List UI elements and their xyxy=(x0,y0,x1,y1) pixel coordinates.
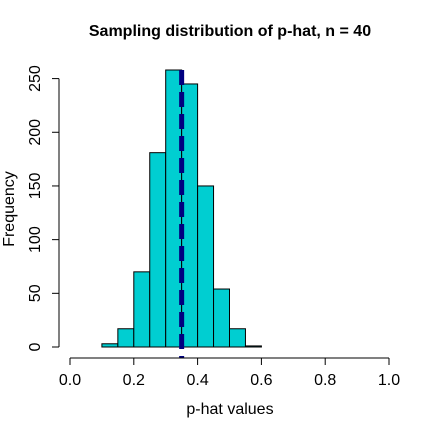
histogram-bar-8 xyxy=(229,328,246,348)
y-axis: 0 50 100 150 200 250 xyxy=(27,65,60,351)
y-tick-label-4: 200 xyxy=(27,119,44,146)
chart-title: Sampling distribution of p-hat, n = 40 xyxy=(89,23,371,40)
x-tick-label-4: 0.8 xyxy=(314,372,336,389)
y-tick-label-1: 50 xyxy=(27,284,44,302)
histogram-bar-1 xyxy=(117,328,135,348)
y-tick-label-0: 0 xyxy=(27,342,44,351)
y-tick-label-3: 150 xyxy=(27,173,44,200)
x-tick-label-5: 1.0 xyxy=(378,372,400,389)
x-tick-label-1: 0.2 xyxy=(123,372,145,389)
y-tick-label-5: 250 xyxy=(27,65,44,92)
histogram-bar-9 xyxy=(244,345,262,348)
y-axis-label: Frequency xyxy=(1,171,18,247)
x-tick-label-2: 0.4 xyxy=(186,372,208,389)
x-axis-label: p-hat values xyxy=(186,401,273,418)
x-tick-label-3: 0.6 xyxy=(250,372,272,389)
bars-group xyxy=(101,69,262,348)
histogram-bar-0 xyxy=(101,343,119,348)
x-axis: 0.0 0.2 0.4 0.6 0.8 1.0 xyxy=(59,357,400,389)
histogram-bar-2 xyxy=(133,271,151,348)
x-tick-label-0: 0.0 xyxy=(59,372,81,389)
y-tick-label-2: 100 xyxy=(27,226,44,253)
histogram-bar-3 xyxy=(149,152,167,348)
histogram-bar-7 xyxy=(213,288,231,348)
histogram-bar-6 xyxy=(197,185,215,348)
